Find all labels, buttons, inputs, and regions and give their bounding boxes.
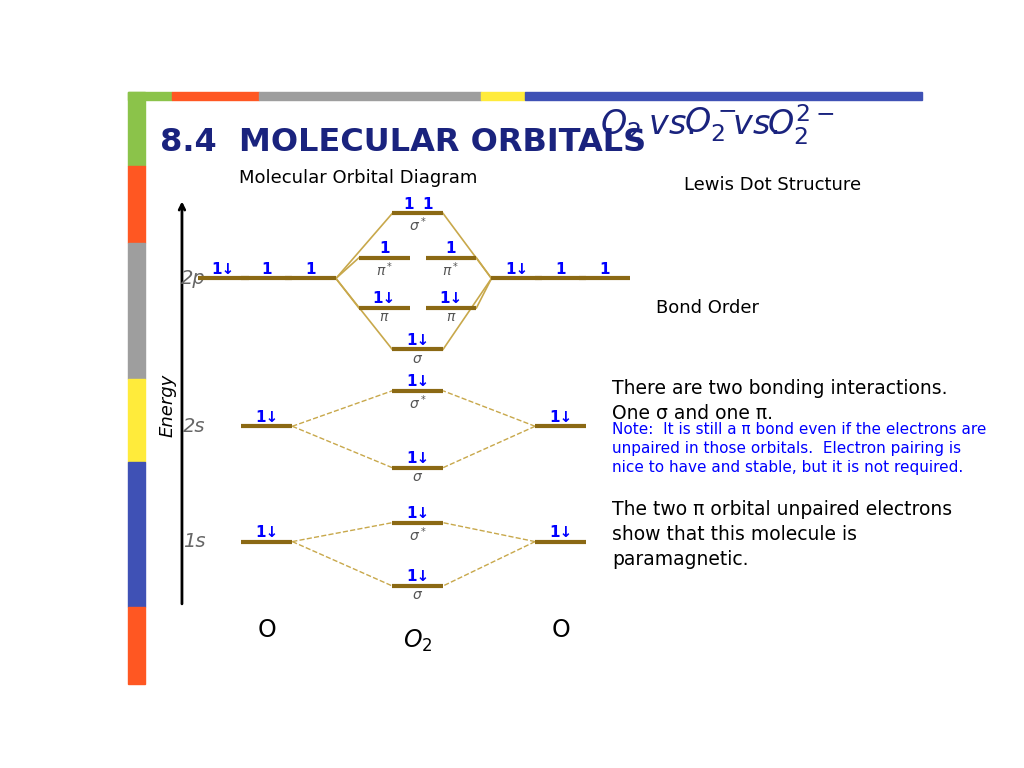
Bar	[128, 607, 145, 684]
Text: O: O	[257, 618, 276, 642]
Text: 1: 1	[305, 262, 315, 276]
Bar	[128, 379, 145, 462]
Text: $O_2^{2-}$: $O_2^{2-}$	[767, 103, 835, 147]
Text: $\pi$: $\pi$	[445, 310, 457, 324]
Text: 1↓: 1↓	[373, 291, 396, 306]
Text: $\sigma$: $\sigma$	[412, 352, 423, 366]
Text: 1↓: 1↓	[549, 409, 572, 425]
Bar	[128, 462, 145, 607]
Text: Lewis Dot Structure: Lewis Dot Structure	[684, 176, 860, 194]
Text: 1↓: 1↓	[549, 525, 572, 540]
Text: $\sigma^*$: $\sigma^*$	[409, 393, 427, 412]
Bar	[128, 92, 145, 166]
Text: 1: 1	[261, 262, 272, 276]
Text: 1↓: 1↓	[212, 262, 234, 276]
Text: Bond Order: Bond Order	[655, 299, 759, 317]
Text: 1: 1	[422, 197, 432, 212]
Text: 1↓: 1↓	[439, 291, 463, 306]
Bar	[481, 92, 525, 100]
Text: 1s: 1s	[183, 532, 206, 551]
Text: $\sigma$: $\sigma$	[412, 470, 423, 484]
Text: 1: 1	[599, 262, 609, 276]
Text: $\pi^*$: $\pi^*$	[376, 260, 393, 279]
Text: $\sigma$: $\sigma$	[412, 588, 423, 602]
Text: 1↓: 1↓	[407, 506, 429, 521]
Text: $\it{vs.}$: $\it{vs.}$	[722, 108, 778, 141]
Text: 2s: 2s	[183, 417, 206, 435]
Text: $\it{vs.}$: $\it{vs.}$	[638, 108, 695, 141]
Text: 1: 1	[379, 241, 389, 256]
Text: 1↓: 1↓	[255, 409, 279, 425]
Text: $O_2$: $O_2$	[600, 108, 641, 142]
Text: $\pi$: $\pi$	[379, 310, 389, 324]
Text: The two π orbital unpaired electrons
show that this molecule is
paramagnetic.: The two π orbital unpaired electrons sho…	[612, 500, 952, 569]
Text: 1↓: 1↓	[407, 451, 429, 466]
Text: 2p: 2p	[181, 269, 206, 288]
Text: $O_2^-$: $O_2^-$	[684, 105, 736, 144]
Text: $\pi^*$: $\pi^*$	[442, 260, 460, 279]
Text: 1: 1	[555, 262, 566, 276]
Text: $O_2$: $O_2$	[402, 628, 432, 654]
Bar	[259, 92, 481, 100]
Text: 1↓: 1↓	[255, 525, 279, 540]
Text: Molecular Orbital Diagram: Molecular Orbital Diagram	[239, 169, 477, 187]
Text: 1↓: 1↓	[505, 262, 528, 276]
Text: 1↓: 1↓	[407, 569, 429, 584]
Text: O: O	[551, 618, 570, 642]
Text: 1: 1	[445, 241, 457, 256]
Text: 1↓: 1↓	[407, 374, 429, 389]
Text: 1↓: 1↓	[407, 333, 429, 348]
Text: There are two bonding interactions.
One σ and one π.: There are two bonding interactions. One …	[612, 379, 947, 423]
Bar	[128, 243, 145, 379]
Text: 8.4  MOLECULAR ORBITALS: 8.4 MOLECULAR ORBITALS	[160, 127, 646, 158]
Text: $\sigma^*$: $\sigma^*$	[409, 216, 427, 234]
Bar	[172, 92, 259, 100]
Text: 1: 1	[402, 197, 414, 212]
Text: Energy: Energy	[159, 374, 177, 437]
Text: Note:  It is still a π bond even if the electrons are
unpaired in those orbitals: Note: It is still a π bond even if the e…	[612, 422, 986, 475]
Bar	[128, 92, 172, 100]
Bar	[128, 166, 145, 243]
Text: $\sigma^*$: $\sigma^*$	[409, 525, 427, 544]
Bar	[525, 92, 922, 100]
